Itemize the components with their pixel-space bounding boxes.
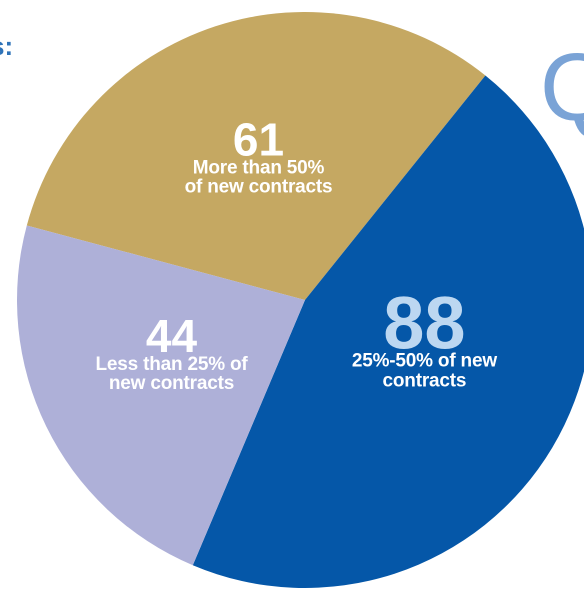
- corner-text-colon: s:: [0, 31, 13, 61]
- pie-slice-value: 61: [233, 114, 284, 166]
- pie-slice-label: Less than 25% of: [95, 354, 248, 375]
- corner-letter-q: Q: [540, 34, 584, 141]
- pie-slice-label: of new contracts: [185, 177, 333, 198]
- pie-slice: [192, 75, 584, 588]
- pie-slice: [16, 225, 305, 566]
- pie-slice-label: contracts: [383, 370, 467, 391]
- pie-slice-value: 44: [146, 310, 198, 362]
- pie-slice-label: 25%-50% of new: [352, 350, 497, 371]
- pie-slice-label: More than 50%: [193, 158, 325, 179]
- pie-slice-value: 88: [383, 281, 465, 364]
- pie-slices: [16, 12, 584, 588]
- pie-slice-label: new contracts: [109, 373, 234, 394]
- pie-slice: [26, 12, 486, 301]
